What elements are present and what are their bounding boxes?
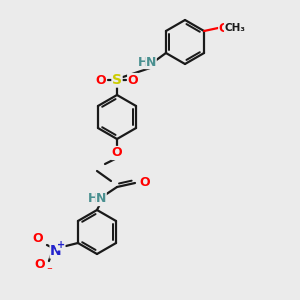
Text: S: S [112,73,122,87]
Text: N: N [50,244,62,258]
Text: CH₃: CH₃ [225,23,246,33]
Text: +: + [57,240,65,250]
Text: O: O [34,259,45,272]
Text: O: O [219,22,230,34]
Text: H: H [88,193,98,206]
Text: N: N [146,56,156,68]
Text: N: N [96,193,106,206]
Text: O: O [96,74,106,86]
Text: O: O [112,146,122,160]
Text: O: O [33,232,43,245]
Text: O: O [140,176,150,190]
Text: H: H [138,56,148,68]
Text: O: O [128,74,138,86]
Text: ⁻: ⁻ [46,266,52,276]
